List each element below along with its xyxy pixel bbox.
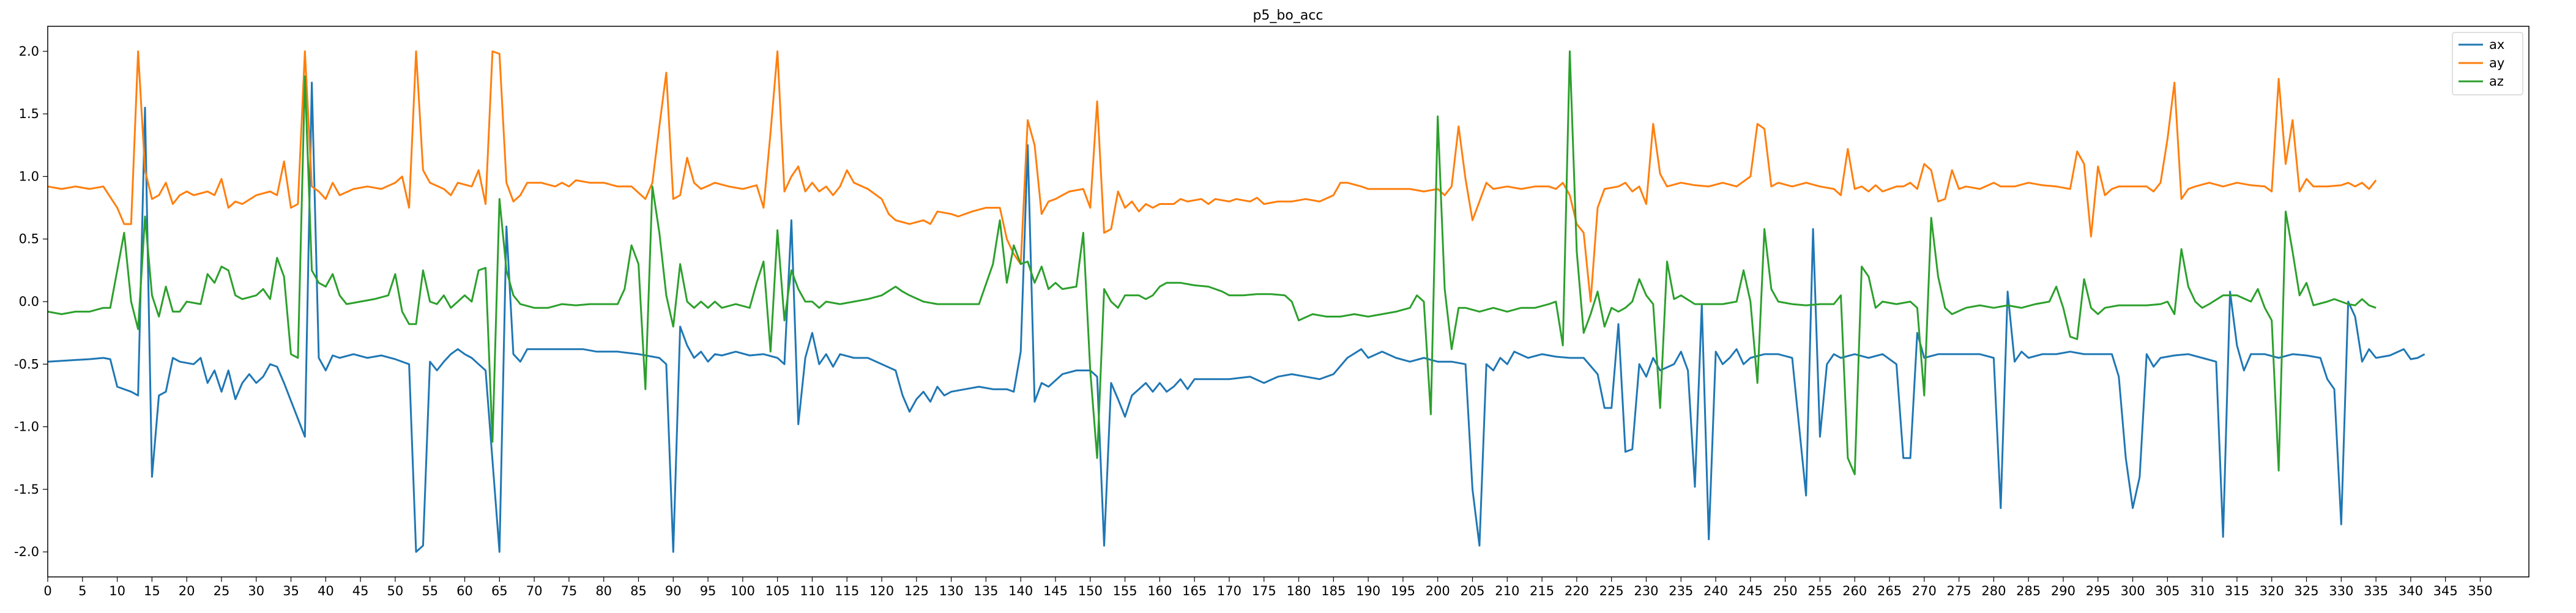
legend-box — [2452, 32, 2523, 95]
x-tick-label: 150 — [1078, 584, 1103, 598]
chart-title: p5_bo_acc — [1253, 8, 1323, 23]
x-tick-label: 180 — [1286, 584, 1311, 598]
x-tick-label: 30 — [248, 584, 264, 598]
x-tick-label: 145 — [1043, 584, 1068, 598]
x-tick-label: 275 — [1947, 584, 1971, 598]
x-tick-label: 15 — [144, 584, 160, 598]
x-tick-label: 65 — [491, 584, 508, 598]
x-tick-label: 245 — [1738, 584, 1763, 598]
x-tick-label: 290 — [2051, 584, 2075, 598]
x-tick-label: 255 — [1807, 584, 1832, 598]
x-tick-label: 185 — [1321, 584, 1346, 598]
y-tick-label: 0.5 — [19, 232, 39, 247]
x-tick-label: 85 — [630, 584, 647, 598]
x-tick-label: 125 — [904, 584, 929, 598]
x-tick-label: 140 — [1008, 584, 1033, 598]
x-tick-label: 325 — [2294, 584, 2318, 598]
x-tick-label: 5 — [78, 584, 86, 598]
series-line-az — [47, 50, 2377, 475]
x-tick-label: 260 — [1842, 584, 1867, 598]
x-tick-label: 10 — [109, 584, 125, 598]
x-tick-label: 115 — [835, 584, 859, 598]
x-tick-label: 220 — [1565, 584, 1589, 598]
x-tick-label: 300 — [2121, 584, 2145, 598]
x-tick-label: 170 — [1217, 584, 1241, 598]
x-tick-label: 265 — [1877, 584, 1902, 598]
x-tick-label: 240 — [1703, 584, 1728, 598]
legend-label-az: az — [2489, 74, 2504, 89]
x-tick-label: 130 — [939, 584, 964, 598]
x-tick-label: 225 — [1599, 584, 1624, 598]
x-tick-label: 330 — [2329, 584, 2353, 598]
x-tick-label: 45 — [352, 584, 369, 598]
series-line-ay — [47, 50, 2377, 303]
legend: ax ay az — [2452, 32, 2523, 95]
x-tick-label: 230 — [1634, 584, 1658, 598]
x-tick-label: 295 — [2086, 584, 2110, 598]
x-tick-label: 75 — [561, 584, 578, 598]
x-tick-label: 105 — [765, 584, 790, 598]
legend-label-ay: ay — [2489, 56, 2504, 70]
x-tick-label: 60 — [456, 584, 473, 598]
y-tick-label: -1.5 — [14, 482, 39, 497]
x-tick-label: 165 — [1182, 584, 1207, 598]
x-tick-label: 250 — [1773, 584, 1798, 598]
x-tick-label: 320 — [2260, 584, 2284, 598]
series-line-ax — [47, 81, 2425, 553]
y-tick-label: 1.5 — [19, 106, 39, 121]
x-tick-label: 35 — [283, 584, 299, 598]
x-tick-label: 200 — [1426, 584, 1450, 598]
x-tick-label: 155 — [1113, 584, 1137, 598]
x-tick-label: 235 — [1669, 584, 1693, 598]
y-tick-label: 1.0 — [19, 169, 39, 184]
x-tick-label: 50 — [387, 584, 404, 598]
x-tick-label: 0 — [43, 584, 51, 598]
x-tick-label: 190 — [1356, 584, 1380, 598]
x-tick-label: 350 — [2468, 584, 2492, 598]
x-tick-label: 100 — [731, 584, 755, 598]
x-tick-label: 55 — [422, 584, 438, 598]
x-tick-label: 315 — [2225, 584, 2249, 598]
x-tick-label: 205 — [1460, 584, 1484, 598]
legend-label-ax: ax — [2489, 37, 2504, 52]
x-tick-label: 90 — [665, 584, 682, 598]
x-tick-label: 160 — [1147, 584, 1172, 598]
x-tick-label: 120 — [869, 584, 894, 598]
x-tick-label: 335 — [2364, 584, 2388, 598]
x-tick-label: 340 — [2399, 584, 2423, 598]
x-tick-label: 280 — [1981, 584, 2006, 598]
x-tick-label: 25 — [214, 584, 230, 598]
x-tick-label: 175 — [1252, 584, 1276, 598]
x-tick-label: 95 — [700, 584, 717, 598]
x-tick-label: 110 — [800, 584, 824, 598]
x-tick-label: 345 — [2433, 584, 2458, 598]
y-tick-label: 2.0 — [19, 44, 39, 59]
x-tick-label: 195 — [1391, 584, 1415, 598]
x-tick-label: 210 — [1495, 584, 1519, 598]
y-tick-label: 0.0 — [19, 294, 39, 309]
y-tick-label: -1.0 — [14, 420, 39, 434]
plot-area-frame — [47, 26, 2529, 578]
x-tick-label: 285 — [2016, 584, 2041, 598]
x-tick-label: 310 — [2190, 584, 2214, 598]
x-tick-label: 80 — [595, 584, 612, 598]
x-tick-label: 305 — [2155, 584, 2180, 598]
x-tick-label: 70 — [526, 584, 543, 598]
x-tick-label: 20 — [179, 584, 195, 598]
series-lines — [47, 50, 2425, 553]
x-tick-label: 40 — [318, 584, 334, 598]
y-tick-label: -2.0 — [14, 544, 39, 559]
x-axis-ticks: 0 5 10 15 20 25 30 35 40 45 50 55 60 65 70 75 80 85 90 95 10… — [43, 577, 2493, 598]
y-axis-ticks: -2.0 -1.5 -1.0 -0.5 0.0 0.5 1.0 1.5 2.0 — [14, 44, 48, 559]
x-tick-label: 135 — [973, 584, 998, 598]
x-tick-label: 215 — [1530, 584, 1554, 598]
y-tick-label: -0.5 — [14, 357, 39, 371]
x-tick-label: 270 — [1912, 584, 1937, 598]
